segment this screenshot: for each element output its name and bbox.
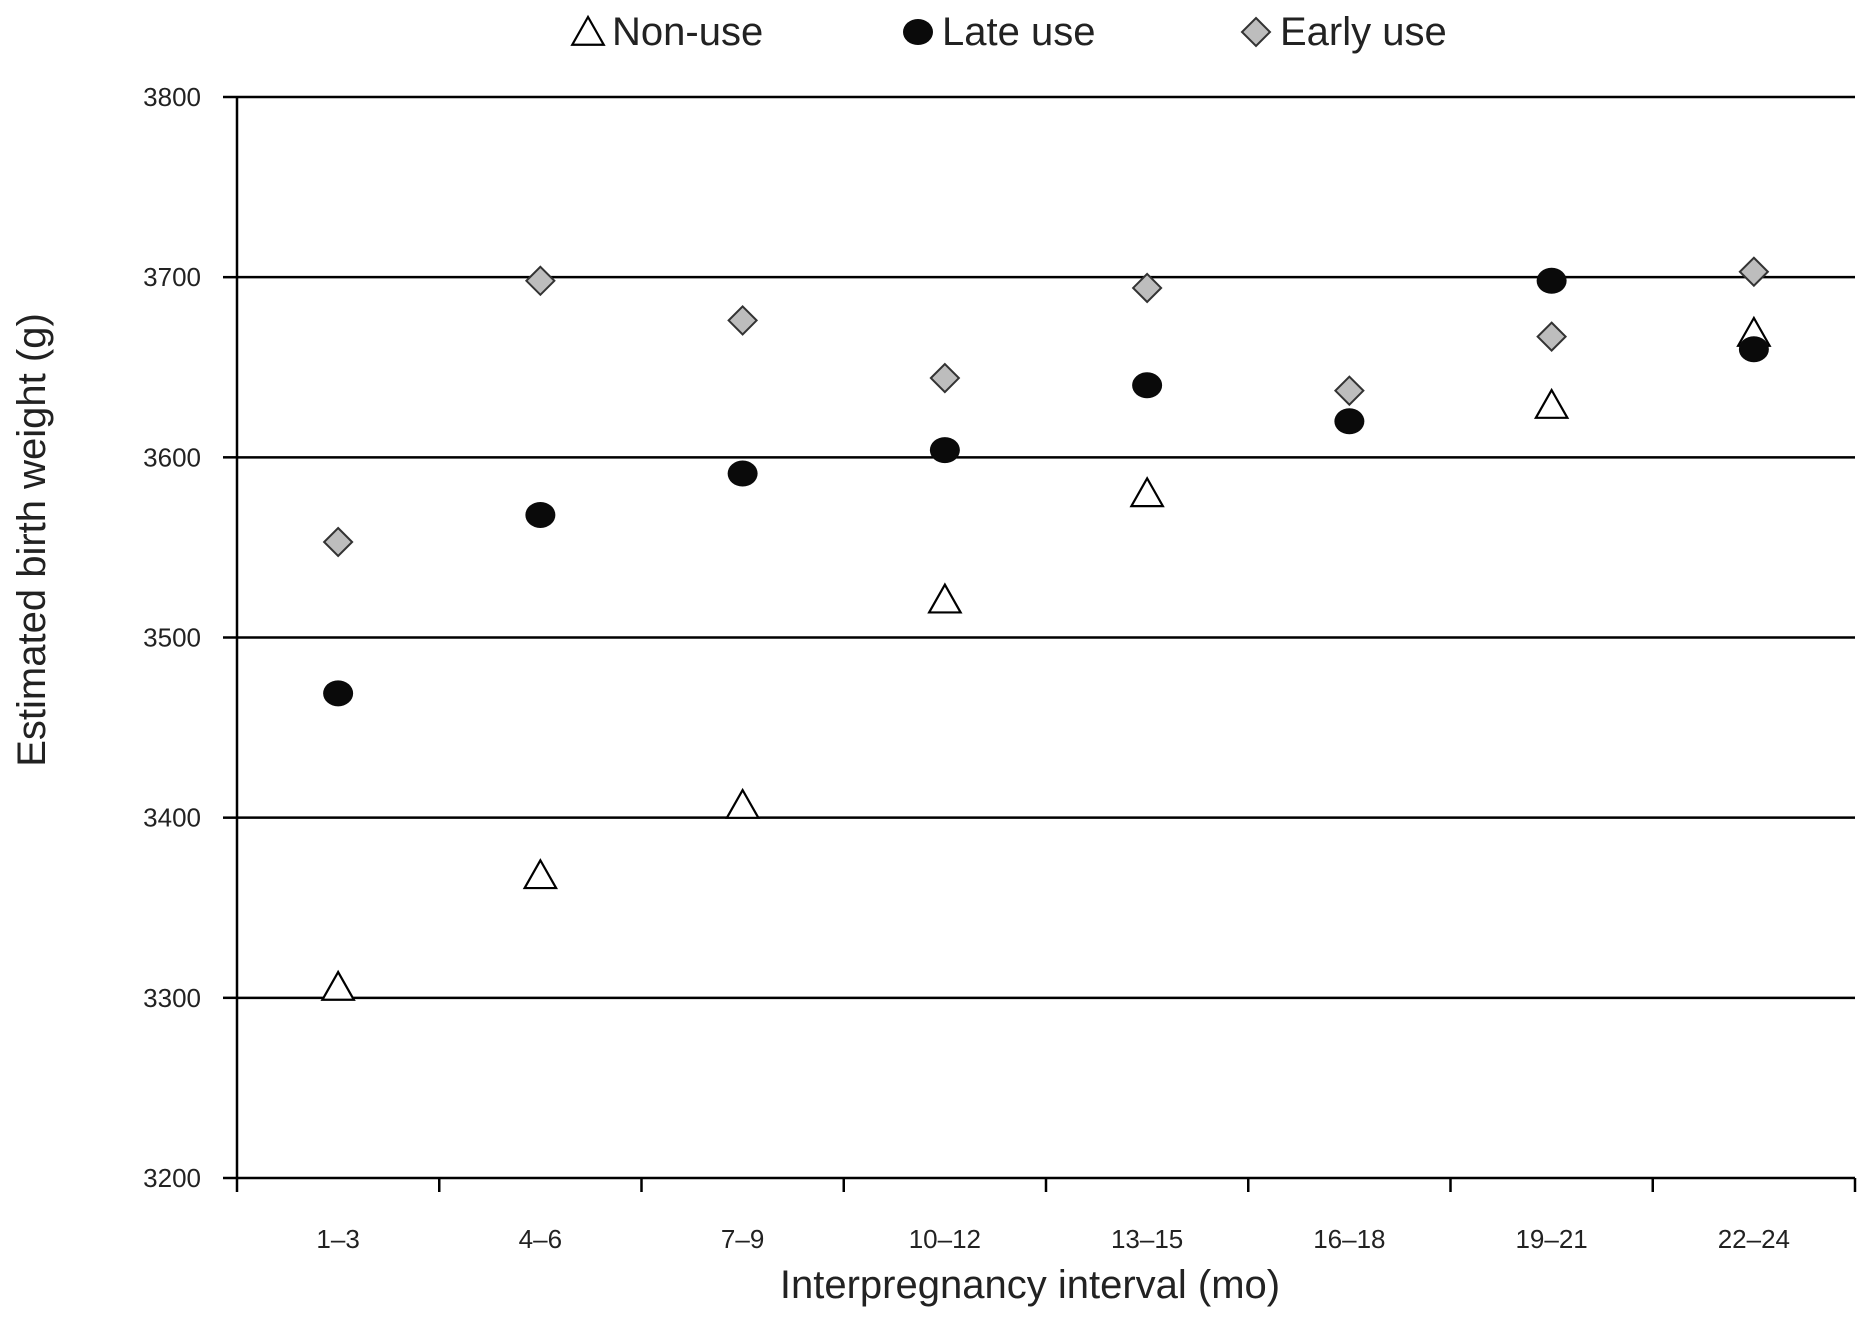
point-early-use-2 — [524, 265, 556, 297]
y-tick-label-3700: 3700 — [143, 262, 201, 292]
series-non-use — [320, 315, 1772, 1001]
point-non-use-7 — [1533, 387, 1570, 419]
y-axis-ticks: 3200 3300 3400 3500 3600 3700 3800 — [143, 82, 237, 1193]
y-tick-label-3200: 3200 — [143, 1163, 201, 1193]
point-non-use-2 — [522, 858, 559, 890]
x-tick-label-8: 22–24 — [1718, 1224, 1790, 1254]
x-tick-label-5: 13–15 — [1111, 1224, 1183, 1254]
y-tick-label-3800: 3800 — [143, 82, 201, 112]
point-late-use-2 — [525, 501, 556, 528]
x-tick-label-2: 4–6 — [519, 1224, 562, 1254]
x-tick-label-7: 19–21 — [1515, 1224, 1587, 1254]
y-axis-title: Estimated birth weight (g) — [10, 313, 54, 767]
series-late-use — [323, 267, 1769, 707]
point-early-use-3 — [727, 304, 759, 336]
x-tick-label-6: 16–18 — [1313, 1224, 1385, 1254]
y-tick-label-3300: 3300 — [143, 983, 201, 1013]
legend-label-2: Late use — [942, 10, 1095, 54]
gridlines — [237, 95, 1855, 1000]
point-non-use-3 — [724, 787, 761, 819]
point-late-use-8 — [1738, 336, 1769, 363]
legend-marker-3 — [1240, 16, 1272, 48]
x-tick-label-3: 7–9 — [721, 1224, 764, 1254]
data-points — [320, 256, 1772, 1001]
point-non-use-4 — [927, 582, 963, 614]
point-late-use-6 — [1334, 408, 1365, 435]
point-late-use-3 — [727, 460, 758, 487]
point-early-use-6 — [1333, 375, 1365, 407]
legend: Non-use Late use Early use — [570, 10, 1447, 54]
point-late-use-7 — [1536, 267, 1567, 294]
y-tick-label-3600: 3600 — [143, 442, 201, 472]
point-non-use-5 — [1129, 476, 1165, 508]
legend-label-3: Early use — [1280, 10, 1447, 54]
y-tick-label-3500: 3500 — [143, 623, 201, 653]
x-axis-title: Interpregnancy interval (mo) — [780, 1263, 1280, 1307]
point-late-use-1 — [323, 680, 354, 707]
legend-marker-1 — [570, 14, 606, 46]
legend-marker-2 — [903, 19, 933, 45]
point-non-use-1 — [320, 969, 356, 1001]
y-tick-label-3400: 3400 — [143, 803, 201, 833]
x-tick-label-4: 10–12 — [909, 1224, 981, 1254]
point-late-use-4 — [929, 437, 960, 464]
point-late-use-5 — [1132, 372, 1163, 399]
series-early-use — [322, 256, 1770, 558]
x-tick-label-1: 1–3 — [316, 1224, 359, 1254]
point-early-use-7 — [1536, 321, 1568, 353]
point-early-use-5 — [1131, 272, 1163, 304]
legend-label-1: Non-use — [612, 10, 763, 54]
point-early-use-4 — [929, 362, 961, 394]
point-early-use-1 — [322, 526, 354, 558]
x-axis-ticks: 1–3 4–6 7–9 10–12 13–15 16–18 19–21 22–24 — [235, 1178, 1857, 1254]
point-early-use-8 — [1738, 256, 1770, 288]
